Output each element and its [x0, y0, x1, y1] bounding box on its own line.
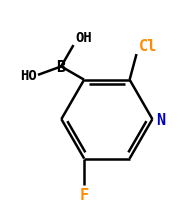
Text: F: F [80, 187, 89, 202]
Text: B: B [57, 60, 66, 75]
Text: N: N [157, 112, 166, 127]
Text: Cl: Cl [138, 39, 157, 54]
Text: OH: OH [75, 31, 92, 45]
Text: HO: HO [20, 69, 37, 82]
